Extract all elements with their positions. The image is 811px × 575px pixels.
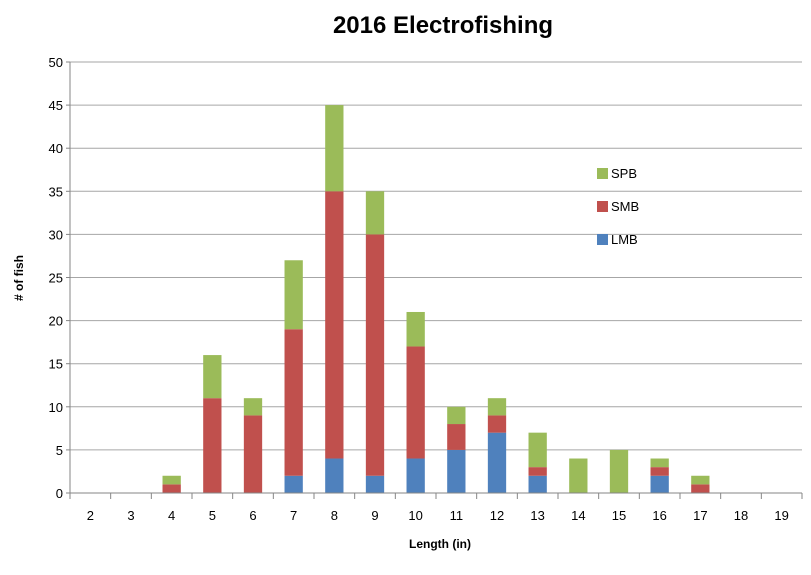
x-tick-label: 5 (209, 508, 216, 523)
x-tick-label: 16 (652, 508, 666, 523)
x-tick-label: 4 (168, 508, 175, 523)
x-tick-label: 11 (450, 508, 464, 523)
chart-title: 2016 Electrofishing (333, 12, 553, 39)
bar-lmb-7 (284, 475, 303, 493)
bar-smb-8 (325, 191, 344, 459)
bar-spb-4 (162, 475, 181, 485)
bar-smb-16 (650, 467, 669, 476)
x-tick-label: 3 (127, 508, 134, 523)
x-tick-label: 6 (249, 508, 256, 523)
x-tick-label: 9 (371, 508, 378, 523)
bar-lmb-13 (528, 475, 547, 493)
bar-smb-9 (365, 234, 385, 476)
x-tick-label: 17 (693, 508, 707, 523)
bar-spb-11 (447, 406, 466, 425)
bar-lmb-12 (487, 432, 507, 493)
x-tick-label: 12 (490, 508, 504, 523)
bar-lmb-16 (650, 475, 669, 493)
legend-swatch-smb (597, 201, 608, 212)
legend: SPB SMB LMB (597, 166, 639, 247)
bar-lmb-9 (365, 475, 385, 493)
y-tick-label: 20 (49, 314, 63, 329)
bars (162, 105, 710, 493)
y-tick-labels: 0 5 10 15 20 25 30 35 40 45 50 (49, 55, 63, 501)
bar-spb-5 (203, 355, 222, 399)
bar-smb-17 (691, 484, 710, 493)
y-tick-label: 10 (49, 400, 63, 415)
bar-spb-7 (284, 260, 303, 330)
x-axis-label: Length (in) (409, 537, 471, 551)
bar-smb-4 (162, 484, 181, 493)
bar-spb-8 (325, 105, 344, 192)
y-tick-label: 5 (56, 443, 63, 458)
bar-lmb-11 (447, 449, 466, 493)
y-tick-label: 45 (49, 98, 63, 113)
bar-spb-12 (487, 398, 507, 416)
x-tick-label: 8 (331, 508, 338, 523)
x-tick-label: 2 (87, 508, 94, 523)
bar-lmb-10 (406, 458, 425, 493)
legend-label-spb: SPB (611, 166, 637, 181)
bar-smb-12 (487, 415, 507, 433)
bar-smb-7 (284, 329, 303, 476)
y-tick-label: 0 (56, 486, 63, 501)
bar-spb-6 (243, 398, 263, 416)
bar-lmb-8 (325, 458, 344, 493)
bar-spb-17 (691, 475, 710, 485)
bar-smb-11 (447, 424, 466, 450)
x-tick-label: 18 (734, 508, 748, 523)
bar-smb-13 (528, 467, 547, 476)
x-tick-label: 15 (612, 508, 626, 523)
bar-smb-6 (243, 415, 263, 493)
gridlines (70, 61, 802, 451)
y-tick-label: 30 (49, 227, 63, 242)
y-tick-label: 40 (49, 141, 63, 156)
axes (66, 61, 803, 499)
legend-label-smb: SMB (611, 199, 639, 214)
y-tick-label: 35 (49, 184, 63, 199)
y-tick-label: 25 (49, 271, 63, 286)
x-tick-label: 7 (290, 508, 297, 523)
bar-spb-14 (569, 458, 588, 493)
bar-spb-9 (365, 191, 385, 235)
bar-spb-13 (528, 432, 547, 468)
y-axis-label: # of fish (12, 255, 26, 301)
x-tick-labels: 2 3 4 5 6 7 8 9 10 11 12 13 14 15 16 17 18 19 (87, 508, 789, 523)
y-tick-label: 15 (49, 357, 63, 372)
x-tick-label: 10 (408, 508, 422, 523)
bar-spb-16 (650, 458, 669, 468)
bar-spb-15 (609, 449, 629, 493)
legend-swatch-lmb (597, 234, 608, 245)
bar-smb-5 (203, 398, 222, 493)
x-tick-label: 19 (774, 508, 788, 523)
bar-spb-10 (406, 311, 425, 347)
legend-swatch-spb (597, 168, 608, 179)
bar-smb-10 (406, 346, 425, 459)
legend-label-lmb: LMB (611, 232, 638, 247)
y-tick-label: 50 (49, 55, 63, 70)
x-tick-label: 14 (571, 508, 585, 523)
x-tick-label: 13 (530, 508, 544, 523)
